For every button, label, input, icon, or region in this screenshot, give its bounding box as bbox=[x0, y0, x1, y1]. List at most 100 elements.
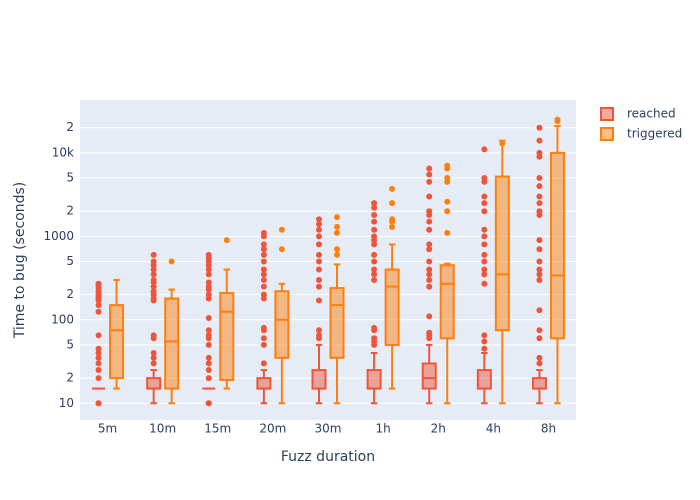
outlier bbox=[205, 251, 212, 258]
outlier bbox=[481, 208, 488, 215]
outlier bbox=[95, 302, 102, 309]
outlier bbox=[205, 291, 212, 298]
outlier bbox=[278, 246, 285, 253]
outlier bbox=[426, 258, 433, 265]
outlier bbox=[168, 258, 175, 265]
outlier bbox=[260, 335, 267, 342]
outlier bbox=[260, 246, 267, 253]
y-tick-label: 10 bbox=[59, 396, 74, 410]
outlier bbox=[316, 251, 322, 258]
x-tick-label: 8h bbox=[541, 422, 556, 436]
outlier bbox=[316, 258, 322, 265]
box bbox=[384, 268, 400, 346]
box bbox=[311, 369, 327, 390]
legend-label[interactable]: triggered bbox=[627, 127, 682, 141]
outlier bbox=[205, 375, 212, 382]
outlier bbox=[481, 332, 488, 339]
outlier bbox=[371, 258, 378, 265]
legend-label[interactable]: reached bbox=[627, 107, 676, 121]
outlier bbox=[205, 315, 212, 322]
x-tick-label: 2h bbox=[431, 422, 446, 436]
outlier bbox=[536, 271, 543, 278]
outlier bbox=[260, 276, 267, 283]
outlier bbox=[499, 140, 506, 147]
outlier bbox=[481, 280, 488, 287]
outlier bbox=[536, 335, 543, 342]
outlier bbox=[536, 137, 543, 144]
outlier bbox=[150, 332, 157, 339]
outlier bbox=[481, 258, 488, 265]
box bbox=[531, 377, 547, 390]
outlier bbox=[278, 226, 285, 233]
outlier bbox=[316, 283, 322, 290]
outlier bbox=[260, 266, 267, 273]
outlier bbox=[334, 223, 340, 230]
outlier bbox=[371, 241, 378, 248]
outlier bbox=[536, 193, 543, 200]
outlier bbox=[150, 266, 157, 273]
outlier bbox=[205, 266, 212, 273]
outlier bbox=[260, 283, 267, 290]
x-tick-label: 30m bbox=[315, 422, 342, 436]
outlier bbox=[389, 200, 396, 207]
outlier bbox=[426, 178, 433, 185]
outlier bbox=[205, 327, 212, 334]
outlier bbox=[371, 266, 378, 273]
box bbox=[329, 287, 345, 359]
outlier bbox=[389, 223, 396, 230]
outlier bbox=[95, 375, 102, 382]
box bbox=[439, 264, 455, 340]
outlier bbox=[316, 221, 322, 228]
outlier bbox=[536, 124, 543, 131]
outlier bbox=[371, 200, 378, 207]
y-tick-label: 100 bbox=[51, 312, 74, 326]
box bbox=[494, 175, 510, 332]
outlier bbox=[426, 283, 433, 290]
outlier bbox=[426, 313, 433, 320]
outlier bbox=[426, 208, 433, 215]
outlier bbox=[444, 162, 451, 169]
outlier bbox=[481, 241, 488, 248]
legend-swatch[interactable] bbox=[600, 107, 614, 121]
outlier bbox=[95, 354, 102, 361]
outlier bbox=[426, 246, 433, 253]
outlier bbox=[536, 208, 543, 215]
outlier bbox=[536, 266, 543, 273]
outlier bbox=[371, 218, 378, 225]
outlier bbox=[536, 307, 543, 314]
y-tick-label: 5 bbox=[66, 254, 74, 268]
box bbox=[219, 291, 235, 381]
box bbox=[164, 297, 180, 390]
outlier bbox=[316, 332, 322, 339]
outlier bbox=[316, 327, 322, 334]
outlier bbox=[150, 283, 157, 290]
outlier bbox=[371, 233, 378, 240]
outlier bbox=[536, 174, 543, 181]
outlier bbox=[260, 271, 267, 278]
outlier bbox=[481, 146, 488, 153]
outlier bbox=[316, 276, 322, 283]
outlier bbox=[150, 288, 157, 295]
outlier bbox=[371, 251, 378, 258]
outlier bbox=[481, 251, 488, 258]
outlier bbox=[316, 241, 322, 248]
y-tick-label: 5 bbox=[66, 170, 74, 184]
outlier bbox=[554, 116, 561, 123]
outlier bbox=[481, 345, 488, 352]
outlier bbox=[205, 354, 212, 361]
outlier bbox=[536, 183, 543, 190]
outlier bbox=[426, 165, 433, 172]
outlier bbox=[481, 266, 488, 273]
outlier bbox=[260, 324, 267, 331]
outlier bbox=[95, 360, 102, 367]
legend-swatch[interactable] bbox=[600, 127, 614, 141]
outlier bbox=[205, 283, 212, 290]
outlier bbox=[481, 193, 488, 200]
outlier bbox=[334, 229, 340, 236]
y-tick-label: 2 bbox=[66, 120, 74, 134]
outlier bbox=[95, 367, 102, 374]
outlier bbox=[371, 276, 378, 283]
outlier bbox=[481, 226, 488, 233]
x-tick-label: 1h bbox=[375, 422, 390, 436]
